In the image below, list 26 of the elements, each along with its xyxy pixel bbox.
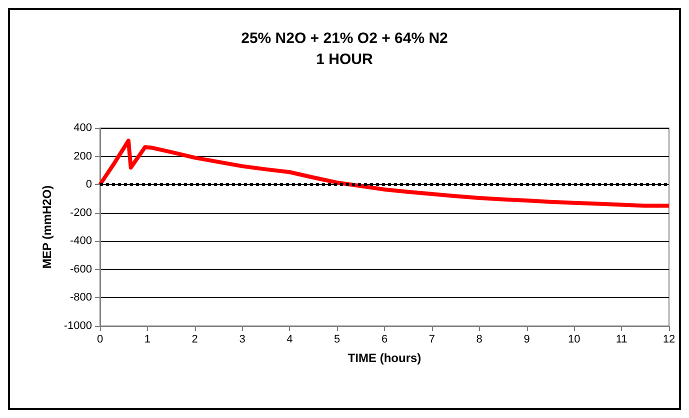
x-tick-label: 3 (239, 334, 246, 346)
chart-title: 25% N2O + 21% O2 + 64% N2 (241, 30, 448, 47)
x-tick-label: 12 (662, 334, 676, 346)
y-tick-label: -600 (70, 263, 92, 276)
x-tick-label: 1 (144, 334, 150, 346)
x-tick-label: 11 (616, 334, 628, 346)
y-tick-label: 0 (86, 178, 92, 191)
x-axis-title: TIME (hours) (348, 351, 422, 365)
y-tick-label: -400 (70, 235, 92, 248)
x-tick-label: 8 (476, 334, 482, 346)
y-tick-label: -800 (70, 292, 92, 304)
x-tick-label: 10 (568, 334, 580, 346)
y-axis-title: MEP (mmH2O) (40, 185, 54, 269)
x-tick-label: 5 (334, 334, 340, 346)
y-tick-label: -200 (70, 206, 92, 219)
x-tick-label: 6 (381, 334, 388, 346)
x-tick-label: 4 (286, 334, 293, 346)
y-tick-label: -1000 (64, 320, 92, 332)
x-tick-label: 9 (524, 334, 530, 346)
line-series (98, 138, 671, 208)
x-tick-label: 2 (192, 334, 198, 346)
y-tick-label: 200 (74, 150, 92, 162)
x-tick-label: 0 (96, 334, 104, 346)
x-tick-label: 7 (428, 334, 435, 346)
chart-subtitle: 1 HOUR (316, 51, 373, 68)
y-tick-label: 400 (74, 122, 92, 134)
